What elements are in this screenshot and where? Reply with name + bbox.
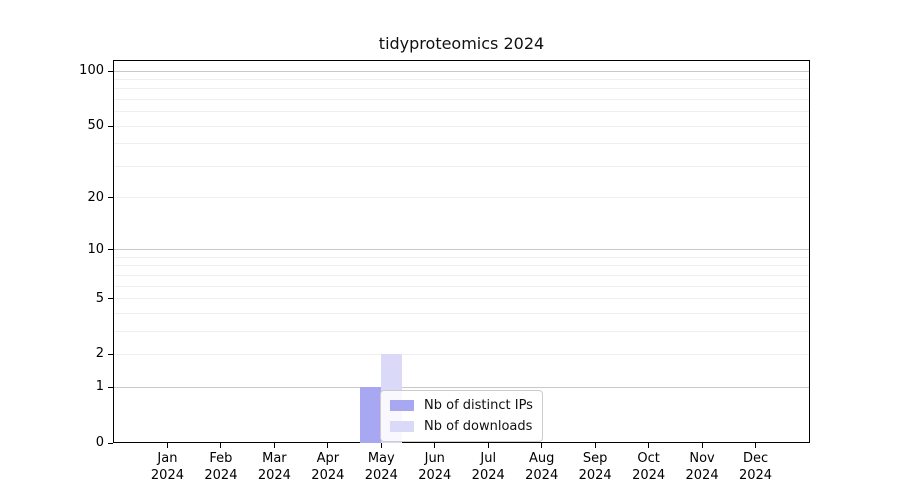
y-tick-label: 10 [87, 241, 104, 257]
gridline-minor [114, 265, 809, 267]
gridline-minor [114, 111, 809, 113]
x-tick-mark [166, 443, 168, 448]
legend-row-distinct-ips: Nb of distinct IPs [390, 398, 533, 413]
x-tick-label: Mar 2024 [257, 451, 291, 483]
y-tick-label: 50 [87, 118, 104, 134]
gridline-major [114, 70, 809, 72]
gridline-minor [114, 298, 809, 300]
chart-title: tidyproteomics 2024 [378, 34, 545, 53]
x-tick-mark [701, 443, 703, 448]
legend-swatch-distinct-ips [390, 400, 414, 411]
y-tick-mark [108, 386, 113, 388]
y-tick-label: 20 [87, 189, 104, 205]
x-tick-mark [755, 443, 757, 448]
x-tick-label: Jul 2024 [471, 451, 505, 483]
x-tick-label: Apr 2024 [311, 451, 345, 483]
bar-distinct-ips-may-2024 [360, 387, 382, 443]
y-tick-mark [108, 298, 113, 300]
gridline-minor [114, 256, 809, 258]
x-tick-mark [541, 443, 543, 448]
gridline-major [114, 386, 809, 388]
x-tick-mark [380, 443, 382, 448]
y-tick-label: 100 [79, 63, 104, 78]
gridline-major [114, 249, 809, 251]
gridline-minor [114, 274, 809, 276]
x-tick-mark [594, 443, 596, 448]
gridline-minor [114, 78, 809, 80]
y-tick-mark [108, 197, 113, 199]
y-tick-label: 2 [95, 346, 104, 362]
legend-swatch-downloads [390, 421, 414, 432]
gridline-minor [114, 353, 809, 355]
plot-area: 0 1 2 5 10 20 50 100 Jan 2024 Feb 2024 Mar 2024 Apr… [79, 60, 810, 483]
x-tick-label: Sep 2024 [578, 451, 612, 483]
y-tick-label: 1 [95, 379, 104, 395]
y-tick-label: 0 [95, 435, 104, 450]
x-tick-mark [327, 443, 329, 448]
legend-row-downloads: Nb of downloads [390, 419, 533, 434]
x-tick-label: Jun 2024 [418, 451, 452, 483]
legend-label-distinct-ips: Nb of distinct IPs [424, 398, 533, 413]
y-tick-mark [108, 353, 113, 355]
y-tick-mark [108, 70, 113, 72]
x-tick-mark [648, 443, 650, 448]
x-tick-label: Jan 2024 [150, 451, 184, 483]
gridline-minor [114, 143, 809, 145]
legend: Nb of distinct IPs Nb of downloads [380, 390, 543, 442]
y-tick-mark [108, 249, 113, 251]
legend-label-downloads: Nb of downloads [424, 419, 533, 434]
x-tick-mark [434, 443, 436, 448]
x-tick-label: Nov 2024 [685, 451, 719, 483]
x-tick-mark [273, 443, 275, 448]
gridline-minor [114, 125, 809, 127]
gridline-minor [114, 312, 809, 314]
gridline-minor [114, 165, 809, 167]
y-tick-mark [108, 125, 113, 127]
y-tick-mark [108, 442, 113, 444]
y-tick-label: 5 [95, 290, 104, 306]
x-tick-label: Aug 2024 [525, 451, 559, 483]
gridline-minor [114, 285, 809, 287]
gridline-minor [114, 88, 809, 90]
x-tick-label: Oct 2024 [632, 451, 666, 483]
gridline-minor [114, 330, 809, 332]
x-tick-mark [487, 443, 489, 448]
x-tick-label: Feb 2024 [204, 451, 238, 483]
x-tick-mark [220, 443, 222, 448]
x-tick-label: Dec 2024 [738, 451, 773, 483]
gridline-minor [114, 197, 809, 199]
x-tick-label: May 2024 [364, 451, 398, 483]
gridline-minor [114, 98, 809, 100]
